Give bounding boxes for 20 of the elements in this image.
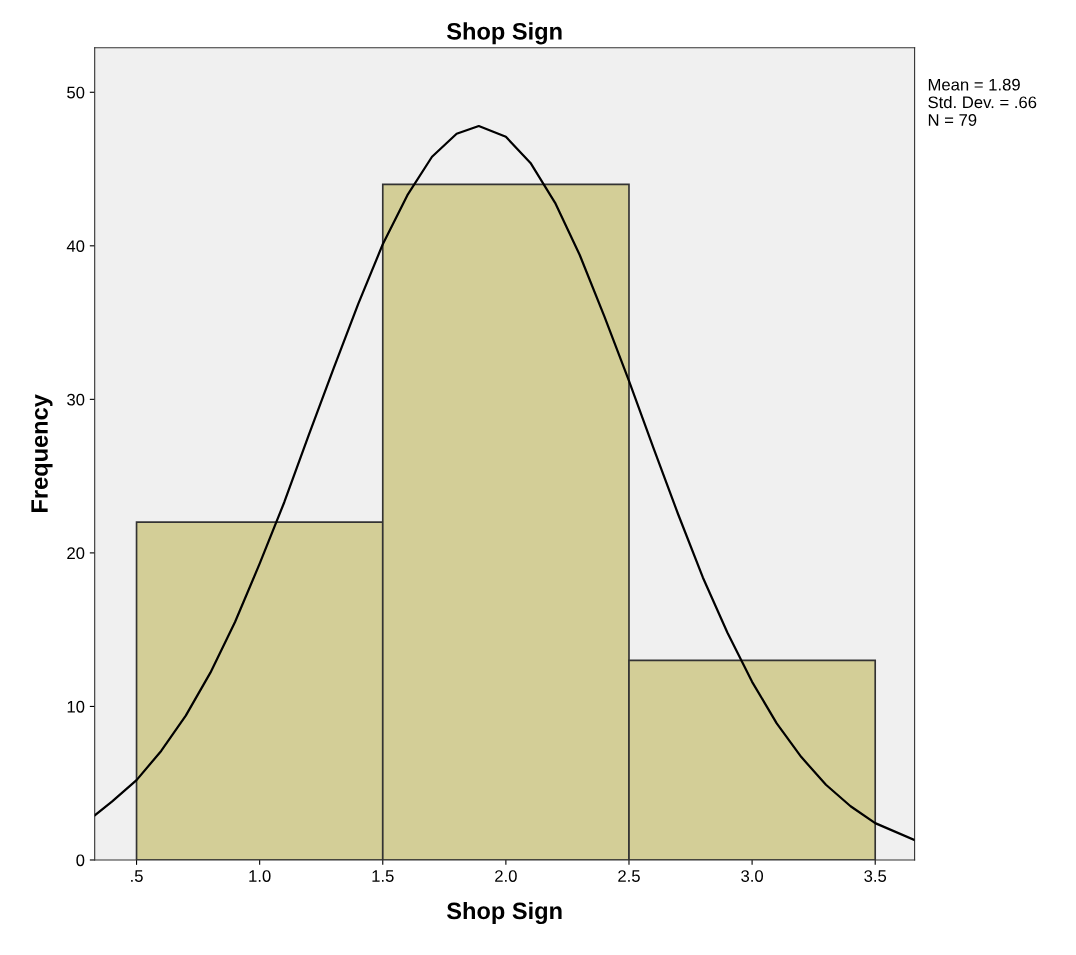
line-series (94, 124, 915, 842)
text: N = 79 (928, 114, 977, 126)
x-tick-label: 2.5 (618, 870, 640, 882)
x-axis-title: Shop Sign (446, 901, 562, 925)
text: Std. Dev. = .66 (928, 95, 1037, 109)
text: Mean = 1.89 (928, 78, 1020, 91)
y-tick-label: 0 (76, 854, 85, 867)
y-tick-label: 40 (66, 240, 85, 253)
chart-title: Shop Sign (446, 22, 562, 45)
x-tick-label: 1.0 (249, 870, 271, 882)
y-tick-label: 10 (67, 700, 85, 713)
y-tick-label: 50 (67, 86, 85, 99)
y-axis-title: Frequency (31, 394, 53, 512)
x-tick-label: 3.5 (864, 870, 887, 882)
y-tick-label: 20 (67, 547, 85, 560)
x-tick-label: 3.0 (741, 870, 764, 882)
x-tick-label: .5 (131, 870, 143, 882)
x-tick-label: 2.0 (495, 870, 517, 882)
y-tick-label: 30 (67, 393, 85, 406)
x-tick-label: 1.5 (372, 870, 394, 882)
